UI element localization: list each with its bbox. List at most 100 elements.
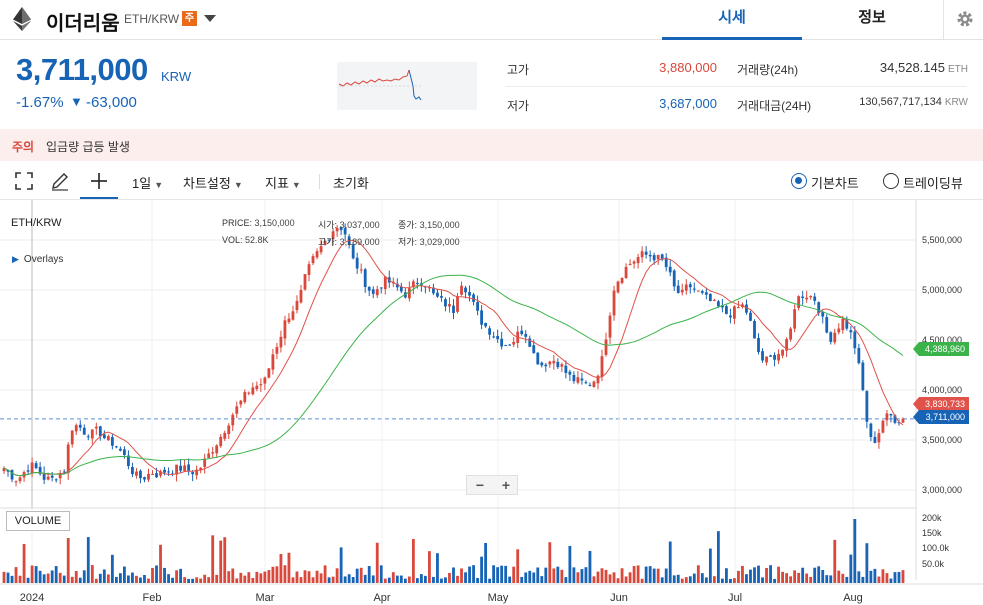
- volume-bar: [159, 544, 162, 583]
- volume-bar: [271, 566, 275, 583]
- volume-bar: [98, 573, 102, 583]
- candle-body: [472, 294, 475, 302]
- volume-bar: [191, 578, 195, 583]
- tab-info[interactable]: 정보: [858, 9, 886, 26]
- volume-bar: [235, 578, 239, 583]
- volume-bar: [829, 575, 833, 583]
- volume-bar: [283, 565, 287, 583]
- gear-icon[interactable]: [955, 9, 975, 29]
- candle-body: [656, 254, 660, 260]
- volume-bar: [323, 565, 327, 583]
- volume-bar: [419, 574, 423, 583]
- volume-axis-label: 200k: [922, 513, 942, 523]
- volume-bar: [26, 577, 30, 583]
- candle-body: [263, 377, 267, 384]
- draw-pencil-icon[interactable]: [50, 171, 70, 191]
- volume-bar: [608, 574, 612, 583]
- volume-bar: [484, 543, 488, 583]
- volume-bar: [155, 565, 158, 583]
- volume-bar: [464, 572, 467, 583]
- volume-bar: [339, 547, 343, 583]
- candle-body: [885, 413, 889, 421]
- crosshair-tool[interactable]: [80, 162, 118, 199]
- candle-body: [219, 436, 223, 447]
- volume-bar: [255, 571, 259, 583]
- candle-body: [684, 284, 688, 291]
- candle-body: [74, 425, 78, 432]
- volume-bar: [139, 577, 142, 583]
- volume-bar: [741, 565, 744, 583]
- legend-low: 저가: 3,029,000: [398, 237, 460, 247]
- interval-select[interactable]: 1일 ▼: [132, 176, 164, 191]
- volume-bar: [712, 576, 716, 583]
- zoom-out-button[interactable]: −: [475, 477, 485, 493]
- volume-bar: [512, 566, 516, 583]
- candle-body: [303, 274, 307, 290]
- candle-body: [504, 345, 508, 347]
- candle-body: [837, 328, 841, 333]
- x-axis-label: Apr: [373, 592, 390, 604]
- candle-body: [849, 330, 853, 333]
- radio-basic-chart[interactable]: [791, 173, 807, 189]
- candle-body: [58, 473, 62, 479]
- volume-bar: [532, 572, 536, 583]
- candle-body: [223, 432, 227, 439]
- volume-bar: [797, 572, 801, 583]
- tab-quote[interactable]: 시세: [662, 0, 802, 40]
- coin-name[interactable]: 이더리움: [46, 13, 120, 35]
- candle-body: [632, 261, 636, 264]
- volume-bar: [468, 566, 471, 583]
- candle-body: [275, 346, 279, 354]
- volume-bar: [568, 545, 572, 583]
- candle-body: [399, 286, 403, 292]
- volume-bar: [548, 542, 552, 583]
- volume-bar: [897, 571, 901, 583]
- radio-tradingview-label[interactable]: 트레이딩뷰: [903, 176, 963, 191]
- candle-body: [552, 360, 556, 364]
- candle-body: [813, 296, 817, 301]
- candle-body: [428, 287, 431, 289]
- candle-body: [359, 269, 363, 271]
- coin-select-dropdown-icon[interactable]: [204, 15, 216, 22]
- candle-body: [845, 319, 849, 329]
- crosshair-icon: [91, 173, 107, 189]
- coin-pair[interactable]: ETH/KRW: [124, 12, 180, 26]
- chart-settings-button[interactable]: 차트설정 ▼: [183, 176, 243, 191]
- reset-button[interactable]: 초기화: [333, 176, 369, 191]
- volume-bar: [74, 571, 78, 583]
- volume-bar: [857, 571, 861, 583]
- ma-short-line: [3, 239, 904, 477]
- candle-body: [484, 323, 488, 327]
- radio-tradingview[interactable]: [883, 173, 899, 189]
- volume-bar: [632, 566, 636, 583]
- volume-bar: [757, 565, 760, 583]
- price-chart[interactable]: 5,500,000 5,000,000 4,500,000 4,000,000 3,50…: [0, 200, 983, 605]
- candle-body: [737, 307, 740, 309]
- volume-bar: [700, 573, 704, 583]
- candle-body: [596, 375, 600, 384]
- volume-bar: [239, 572, 243, 583]
- candle-body: [801, 296, 805, 298]
- volume-bar: [355, 568, 359, 583]
- volume-bar: [761, 577, 764, 583]
- volume-bar: [58, 572, 62, 583]
- volume-bar: [725, 568, 728, 583]
- candle-body: [395, 283, 399, 288]
- candle-body: [315, 251, 319, 258]
- candle-body: [183, 465, 187, 472]
- stats-divider: [505, 86, 967, 87]
- volume-bar: [135, 575, 138, 583]
- radio-basic-chart-label[interactable]: 기본차트: [811, 176, 859, 191]
- candle-body: [616, 281, 620, 293]
- indicators-button[interactable]: 지표 ▼: [265, 176, 301, 191]
- volume-bar: [131, 572, 134, 583]
- volume-bar: [480, 556, 483, 583]
- fullscreen-icon[interactable]: [14, 171, 34, 191]
- candle-body: [102, 434, 106, 439]
- overlays-toggle[interactable]: ▶ Overlays: [12, 254, 64, 265]
- zoom-in-button[interactable]: +: [501, 477, 511, 493]
- candle-body: [227, 425, 231, 435]
- volume-bar: [781, 571, 784, 583]
- volume-bar: [424, 575, 427, 583]
- candle-body: [720, 305, 724, 308]
